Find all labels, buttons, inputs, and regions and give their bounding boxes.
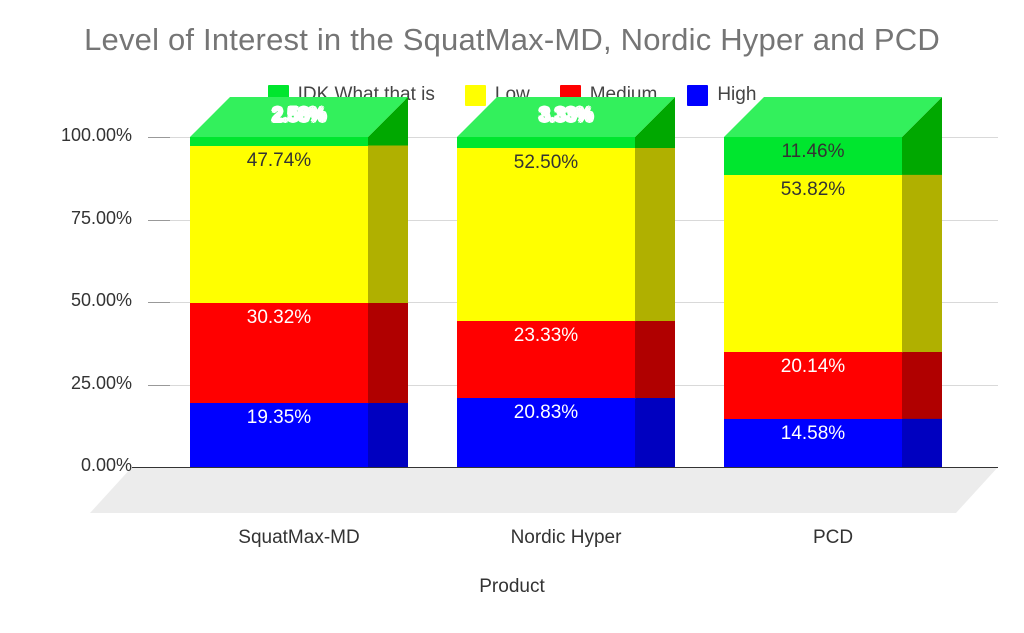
x-axis-category-label: SquatMax-MD	[238, 527, 360, 548]
bar-segment-top-face	[190, 97, 408, 138]
chart-floor-plane	[90, 467, 998, 513]
bar-segment-front-face	[190, 137, 368, 146]
tick-stub-75.00%	[148, 219, 170, 221]
bar-segment-front-face	[457, 137, 635, 149]
tick-stub-50.00%	[148, 302, 170, 303]
bar-segment-low[interactable]: 53.82%	[724, 134, 942, 353]
y-axis-tick-label: 50.00%	[70, 290, 132, 310]
y-axis-tick-label: 0.00%	[80, 455, 132, 475]
bar-segment-side-face	[368, 105, 408, 304]
bar-segment-side-face	[635, 281, 675, 399]
bar-segment-high[interactable]: 19.35%	[190, 363, 408, 467]
bar-segment-side-face	[635, 97, 675, 149]
y-axis-tick-label: 75.00%	[70, 207, 132, 228]
bar-segment-side-face	[368, 263, 408, 404]
bar-segment-front-face	[457, 148, 635, 322]
bar-segment-side-face	[368, 97, 408, 146]
legend-item-3[interactable]: High	[687, 84, 756, 106]
legend-swatch-low	[464, 84, 486, 106]
legend-swatch-high	[687, 84, 709, 106]
legend-label-3: High	[717, 84, 757, 105]
bar-segment-side-face	[902, 312, 942, 419]
bar-segment-side-face	[635, 358, 675, 467]
bar-segment-high[interactable]: 20.83%	[457, 358, 675, 467]
bar-segment-low[interactable]: 52.50%	[457, 108, 675, 322]
bar-segment-top-face	[457, 97, 675, 138]
x-axis-category-label: Nordic Hyper	[510, 527, 622, 548]
x-axis-category-label: PCD	[812, 527, 854, 548]
chart-title: Level of Interest in the SquatMax-MD, No…	[84, 22, 940, 57]
bar-segment-idk-what-that-is[interactable]: 3.33%	[457, 97, 675, 149]
bar-segment-medium[interactable]: 20.14%	[724, 312, 942, 419]
y-axis-tick-label: 25.00%	[70, 372, 132, 393]
bar-segment-top-face	[724, 97, 942, 137]
bar-segment-front-face	[724, 418, 902, 467]
bar-segment-front-face	[190, 403, 368, 467]
bar-segment-high[interactable]: 14.58%	[724, 378, 942, 467]
bar-segment-side-face	[902, 97, 942, 175]
bar-segment-side-face	[902, 378, 942, 467]
bar-segment-medium[interactable]: 23.33%	[457, 281, 675, 399]
bar-segment-front-face	[190, 145, 368, 304]
bar-segment-side-face	[635, 108, 675, 322]
tick-stub-25.00%	[148, 384, 170, 386]
bar-segment-idk-what-that-is[interactable]: 11.46%	[724, 97, 942, 175]
x-axis-title: Product	[479, 576, 545, 597]
bar-segment-medium[interactable]: 30.32%	[190, 263, 408, 404]
bar-segment-side-face	[902, 134, 942, 353]
bar-segment-side-face	[368, 363, 408, 467]
bar-segment-front-face	[457, 321, 635, 399]
y-axis-tick-label: 100.00%	[60, 125, 132, 145]
bar-segment-front-face	[724, 174, 902, 353]
bar-segment-front-face	[724, 137, 902, 175]
tick-stub-100.00%	[148, 137, 170, 138]
axis-baseline	[132, 467, 998, 468]
bar-segment-low[interactable]: 47.74%	[190, 105, 408, 304]
bar-segment-front-face	[724, 352, 902, 419]
bar-segment-front-face	[190, 303, 368, 404]
bar-segment-front-face	[457, 398, 635, 467]
bar-segment-idk-what-that-is[interactable]: 2.58%	[190, 97, 408, 146]
